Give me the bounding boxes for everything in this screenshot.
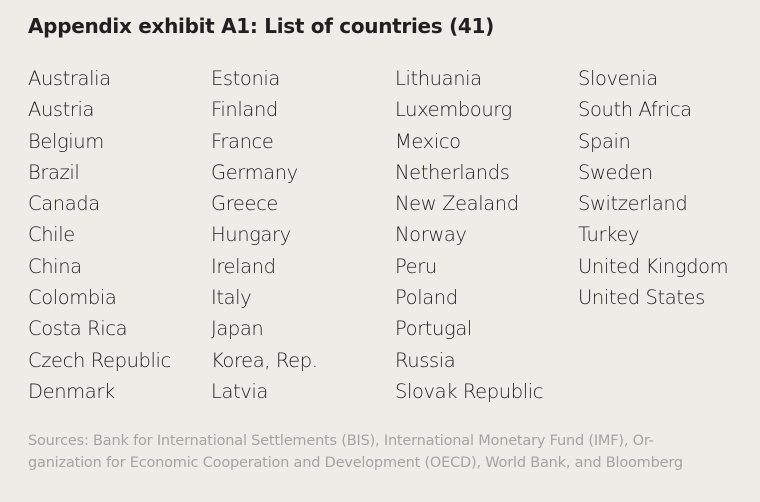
sources-line-1: Sources: Bank for International Settleme…: [28, 433, 654, 449]
country-item: Brazil: [28, 160, 80, 184]
country-item: United Kingdom: [578, 254, 729, 278]
country-item: Russia: [395, 348, 456, 372]
country-column-1: Australia Austria Belgium Brazil Canada Chile…: [28, 63, 171, 407]
country-item: Denmark: [28, 379, 115, 403]
country-item: Norway: [395, 223, 467, 247]
country-column-4: Slovenia South Africa Spain Sweden Switzerla…: [578, 63, 729, 313]
country-item: China: [28, 254, 82, 278]
country-item: Canada: [28, 192, 100, 216]
country-item: France: [211, 129, 274, 153]
country-item: Switzerland: [578, 192, 688, 216]
country-item: Luxembourg: [395, 98, 512, 122]
country-item: Turkey: [578, 223, 640, 247]
country-item: Estonia: [211, 67, 280, 90]
country-item: Slovak Republic: [395, 379, 544, 403]
country-item: Belgium: [28, 129, 104, 153]
country-item: Latvia: [211, 379, 268, 403]
country-column-3: Lithuania Luxembourg Mexico Netherlands New …: [395, 63, 543, 407]
country-item: Italy: [211, 286, 252, 310]
country-item: Costa Rica: [28, 317, 128, 341]
country-item: Lithuania: [395, 67, 482, 90]
sources-line-2: ganization for Economic Cooperation and …: [28, 455, 683, 471]
country-item: Netherlands: [395, 160, 510, 184]
country-item: Chile: [28, 223, 75, 247]
country-item: Austria: [28, 98, 95, 122]
country-item: Finland: [211, 98, 278, 122]
country-item: Korea, Rep.: [211, 348, 318, 372]
country-item: Sweden: [578, 160, 653, 184]
country-item: Hungary: [211, 223, 291, 247]
country-item: Portugal: [395, 317, 472, 341]
country-item: Slovenia: [578, 67, 658, 90]
sources-note: Sources: Bank for International Settleme…: [28, 430, 748, 474]
country-item: Colombia: [28, 286, 117, 310]
country-item: United States: [578, 286, 705, 310]
country-item: Ireland: [211, 254, 276, 278]
country-item: Poland: [395, 286, 458, 310]
country-item: Czech Republic: [28, 348, 171, 372]
country-item: Australia: [28, 67, 111, 90]
country-column-2: Estonia Finland France Germany Greece Hungary…: [211, 63, 318, 407]
country-item: Germany: [211, 160, 298, 184]
country-item: Mexico: [395, 129, 461, 153]
country-item: Spain: [578, 129, 631, 153]
exhibit-title: Appendix exhibit A1: List of countries (…: [28, 14, 494, 38]
country-item: Japan: [211, 317, 264, 341]
country-item: Greece: [211, 192, 279, 216]
country-item: New Zealand: [395, 192, 519, 216]
country-item: Peru: [395, 254, 437, 278]
country-item: South Africa: [578, 98, 692, 122]
